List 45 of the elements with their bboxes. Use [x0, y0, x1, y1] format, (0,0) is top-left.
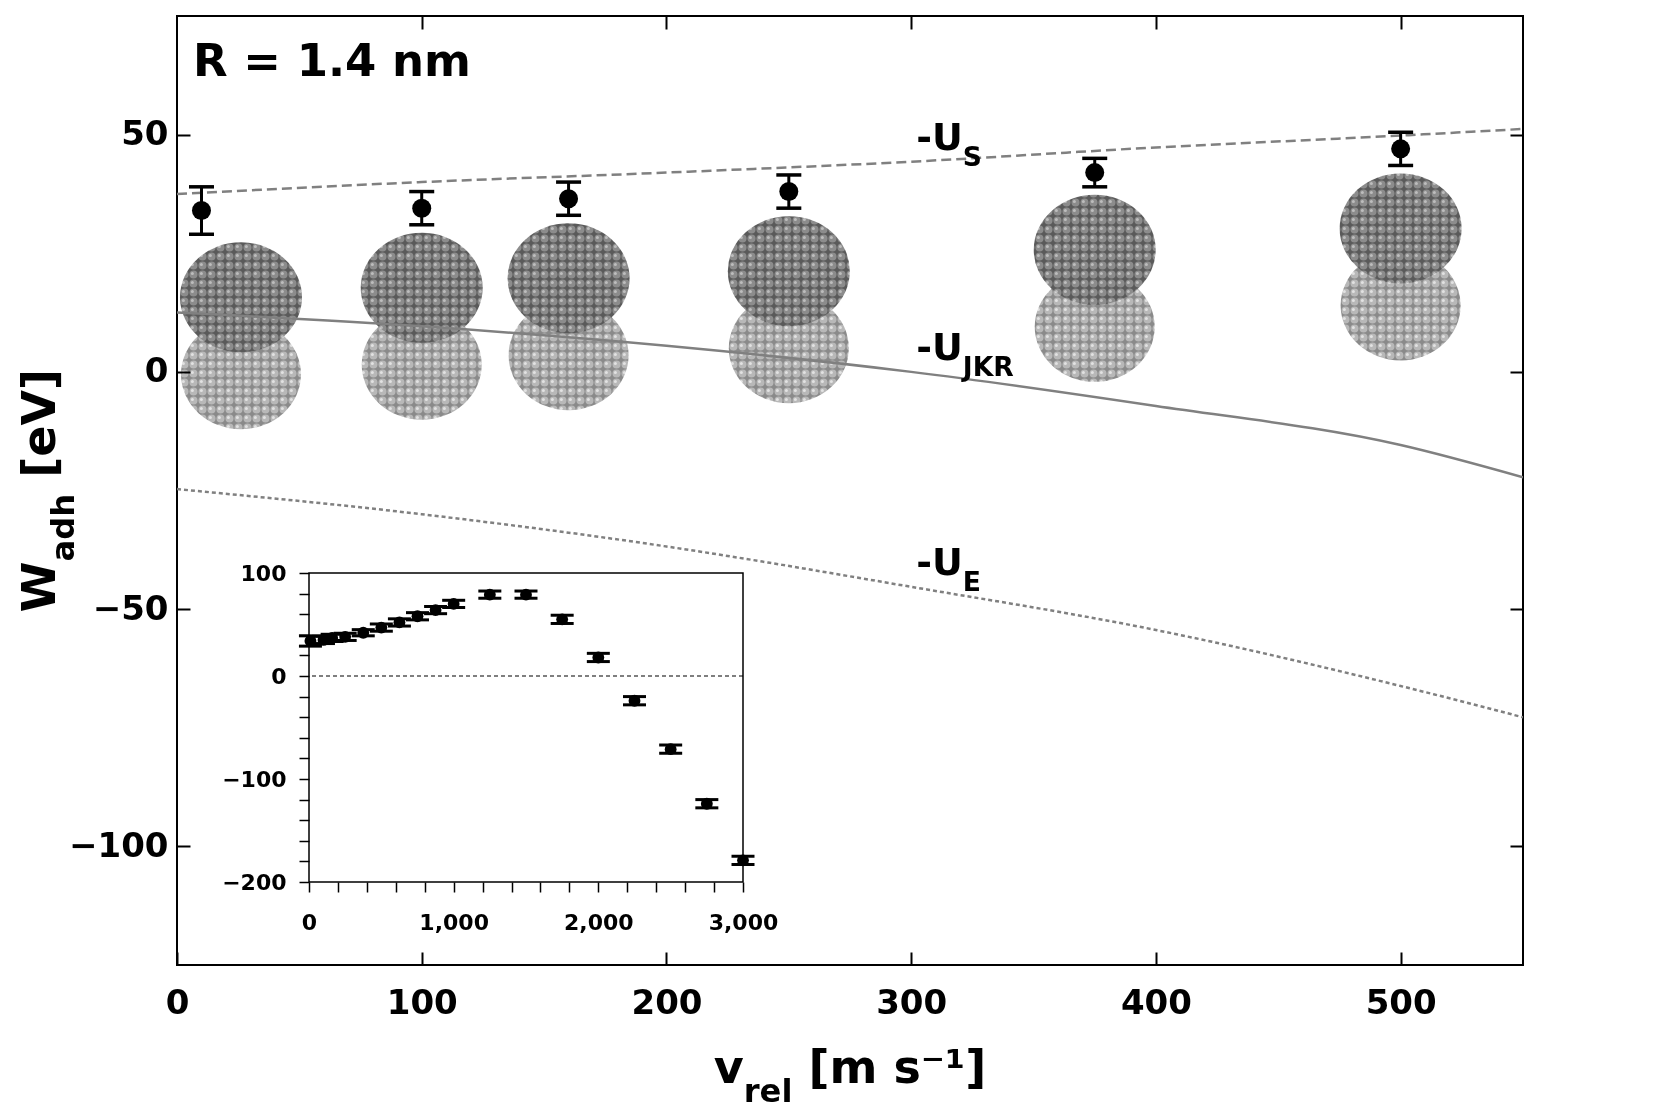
- point: [700, 797, 713, 810]
- x-tick-label: 500: [1365, 981, 1437, 1022]
- y-tick-label: 0: [271, 663, 287, 689]
- x-tick-label: 300: [876, 981, 948, 1022]
- series-label: -U$_{S}$: [916, 114, 982, 172]
- point: [1085, 163, 1105, 183]
- point: [191, 201, 211, 221]
- y-tick-label: −50: [92, 587, 169, 628]
- point: [375, 621, 388, 634]
- point: [429, 604, 442, 616]
- point: [559, 189, 579, 209]
- x-axis-title: v$_{rel}$ [m s⁻¹]: [713, 1040, 987, 1110]
- series-label: -U$_{E}$: [916, 539, 981, 597]
- point: [412, 198, 432, 218]
- point: [447, 598, 460, 610]
- point: [664, 743, 677, 756]
- x-tick-label: 400: [1120, 981, 1192, 1022]
- line-series: [177, 311, 1523, 479]
- point: [411, 610, 424, 623]
- point: [520, 588, 532, 601]
- point: [393, 616, 406, 629]
- x-tick-label: 2,000: [564, 909, 634, 935]
- series-label: -U$_{JKR}$: [916, 324, 1014, 382]
- line-series: [177, 487, 1523, 719]
- x-tick-label: 200: [631, 981, 703, 1022]
- point: [1391, 139, 1411, 159]
- y-tick-label: 50: [121, 113, 169, 154]
- y-tick-label: −100: [222, 766, 287, 792]
- point: [556, 613, 569, 626]
- y-tick-label: −200: [222, 869, 287, 895]
- point: [779, 182, 799, 202]
- x-tick-label: 3,000: [708, 909, 779, 935]
- point: [357, 626, 370, 639]
- y-tick-label: 100: [240, 560, 287, 586]
- point: [592, 651, 605, 664]
- y-tick-label: −100: [69, 824, 169, 865]
- point: [339, 630, 352, 643]
- y-tick-label: 0: [144, 350, 169, 391]
- x-tick-label: 100: [386, 981, 458, 1022]
- annotation: R = 1.4 nm: [193, 34, 471, 87]
- x-tick-label: 0: [301, 909, 318, 935]
- x-tick-label: 1,000: [419, 909, 489, 935]
- point: [628, 694, 641, 707]
- point: [737, 854, 749, 867]
- point: [483, 588, 496, 601]
